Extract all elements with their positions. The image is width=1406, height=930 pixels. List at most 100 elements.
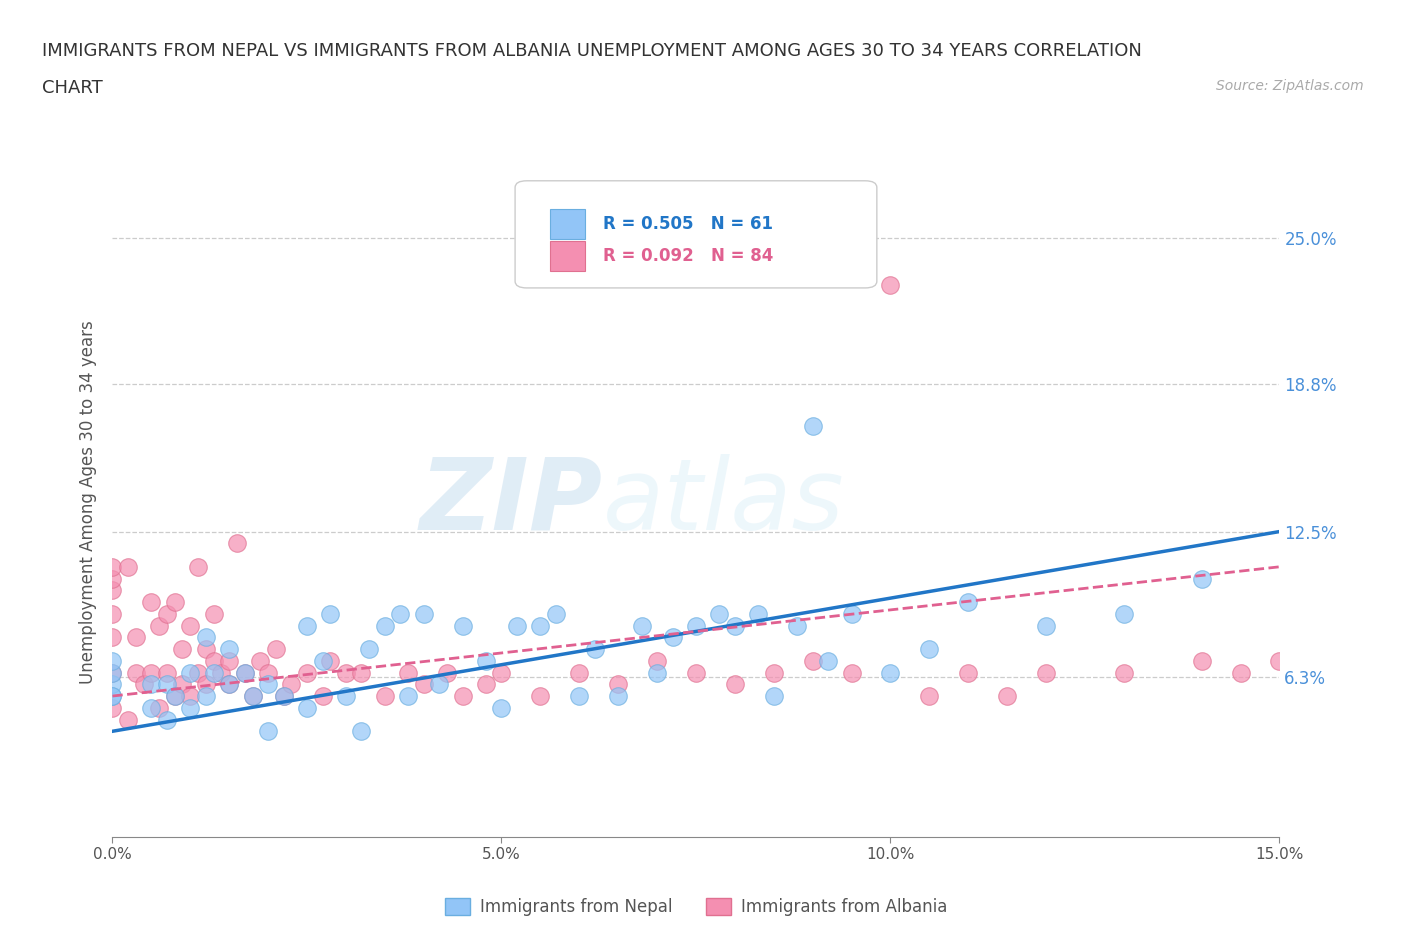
Point [101,606,124,621]
Point [724,677,747,692]
Point [1268,654,1291,669]
Point [762,665,785,680]
Point [209,665,232,680]
Point [218,677,240,692]
Point [194,642,217,657]
Point [257,724,280,738]
Point [685,618,707,633]
FancyBboxPatch shape [515,180,877,288]
Point [918,688,941,703]
Point [125,665,148,680]
Point [141,700,163,715]
Point [179,618,201,633]
Point [359,642,381,657]
Point [311,688,333,703]
FancyBboxPatch shape [550,209,585,239]
Point [1229,665,1251,680]
Point [156,677,179,692]
Point [202,654,225,669]
Point [786,618,808,633]
Point [101,677,124,692]
Point [273,688,295,703]
Point [141,594,163,609]
Point [396,665,419,680]
Text: Source: ZipAtlas.com: Source: ZipAtlas.com [1216,79,1364,93]
Point [491,700,513,715]
Point [101,688,124,703]
Point [568,665,591,680]
Point [412,677,434,692]
Text: ZIP: ZIP [419,454,603,551]
Point [101,665,124,680]
Point [141,677,163,692]
Point [242,688,264,703]
Point [101,559,124,574]
Point [918,642,941,657]
Point [350,724,373,738]
Point [163,594,186,609]
Point [762,688,785,703]
Point [607,688,630,703]
Point [1112,665,1135,680]
Point [491,665,513,680]
Point [163,688,186,703]
Point [747,606,769,621]
Point [1112,606,1135,621]
Point [295,665,318,680]
Point [685,665,707,680]
Point [280,677,302,692]
Point [295,700,318,715]
Point [841,606,863,621]
Point [218,654,240,669]
Point [156,665,179,680]
Point [1191,654,1213,669]
Point [817,654,839,669]
Point [226,536,249,551]
Point [436,665,458,680]
Point [194,688,217,703]
Point [249,654,271,669]
Point [179,688,201,703]
Point [1191,571,1213,586]
Point [202,606,225,621]
Point [311,654,333,669]
Point [233,665,256,680]
Point [544,606,567,621]
Text: R = 0.092   N = 84: R = 0.092 N = 84 [603,246,773,265]
Point [506,618,529,633]
Point [1385,665,1406,680]
Point [194,630,217,644]
Point [117,559,139,574]
Point [1308,642,1330,657]
Point [995,688,1018,703]
Point [117,712,139,727]
Point [187,665,209,680]
Point [451,618,474,633]
Point [879,665,901,680]
Point [194,677,217,692]
Point [879,277,901,292]
Point [202,665,225,680]
Point [179,665,201,680]
Point [101,688,124,703]
Point [101,571,124,586]
Point [1035,665,1057,680]
Point [257,677,280,692]
Point [645,654,668,669]
Point [957,665,980,680]
Point [645,665,668,680]
Point [319,606,342,621]
Y-axis label: Unemployment Among Ages 30 to 34 years: Unemployment Among Ages 30 to 34 years [79,320,97,684]
Text: R = 0.505   N = 61: R = 0.505 N = 61 [603,216,773,233]
Point [125,630,148,644]
Point [335,665,357,680]
Point [427,677,450,692]
FancyBboxPatch shape [550,241,585,271]
Point [335,688,357,703]
Point [451,688,474,703]
Point [156,606,179,621]
Point [101,700,124,715]
Point [709,606,731,621]
Point [257,665,280,680]
Text: IMMIGRANTS FROM NEPAL VS IMMIGRANTS FROM ALBANIA UNEMPLOYMENT AMONG AGES 30 TO 3: IMMIGRANTS FROM NEPAL VS IMMIGRANTS FROM… [42,42,1142,60]
